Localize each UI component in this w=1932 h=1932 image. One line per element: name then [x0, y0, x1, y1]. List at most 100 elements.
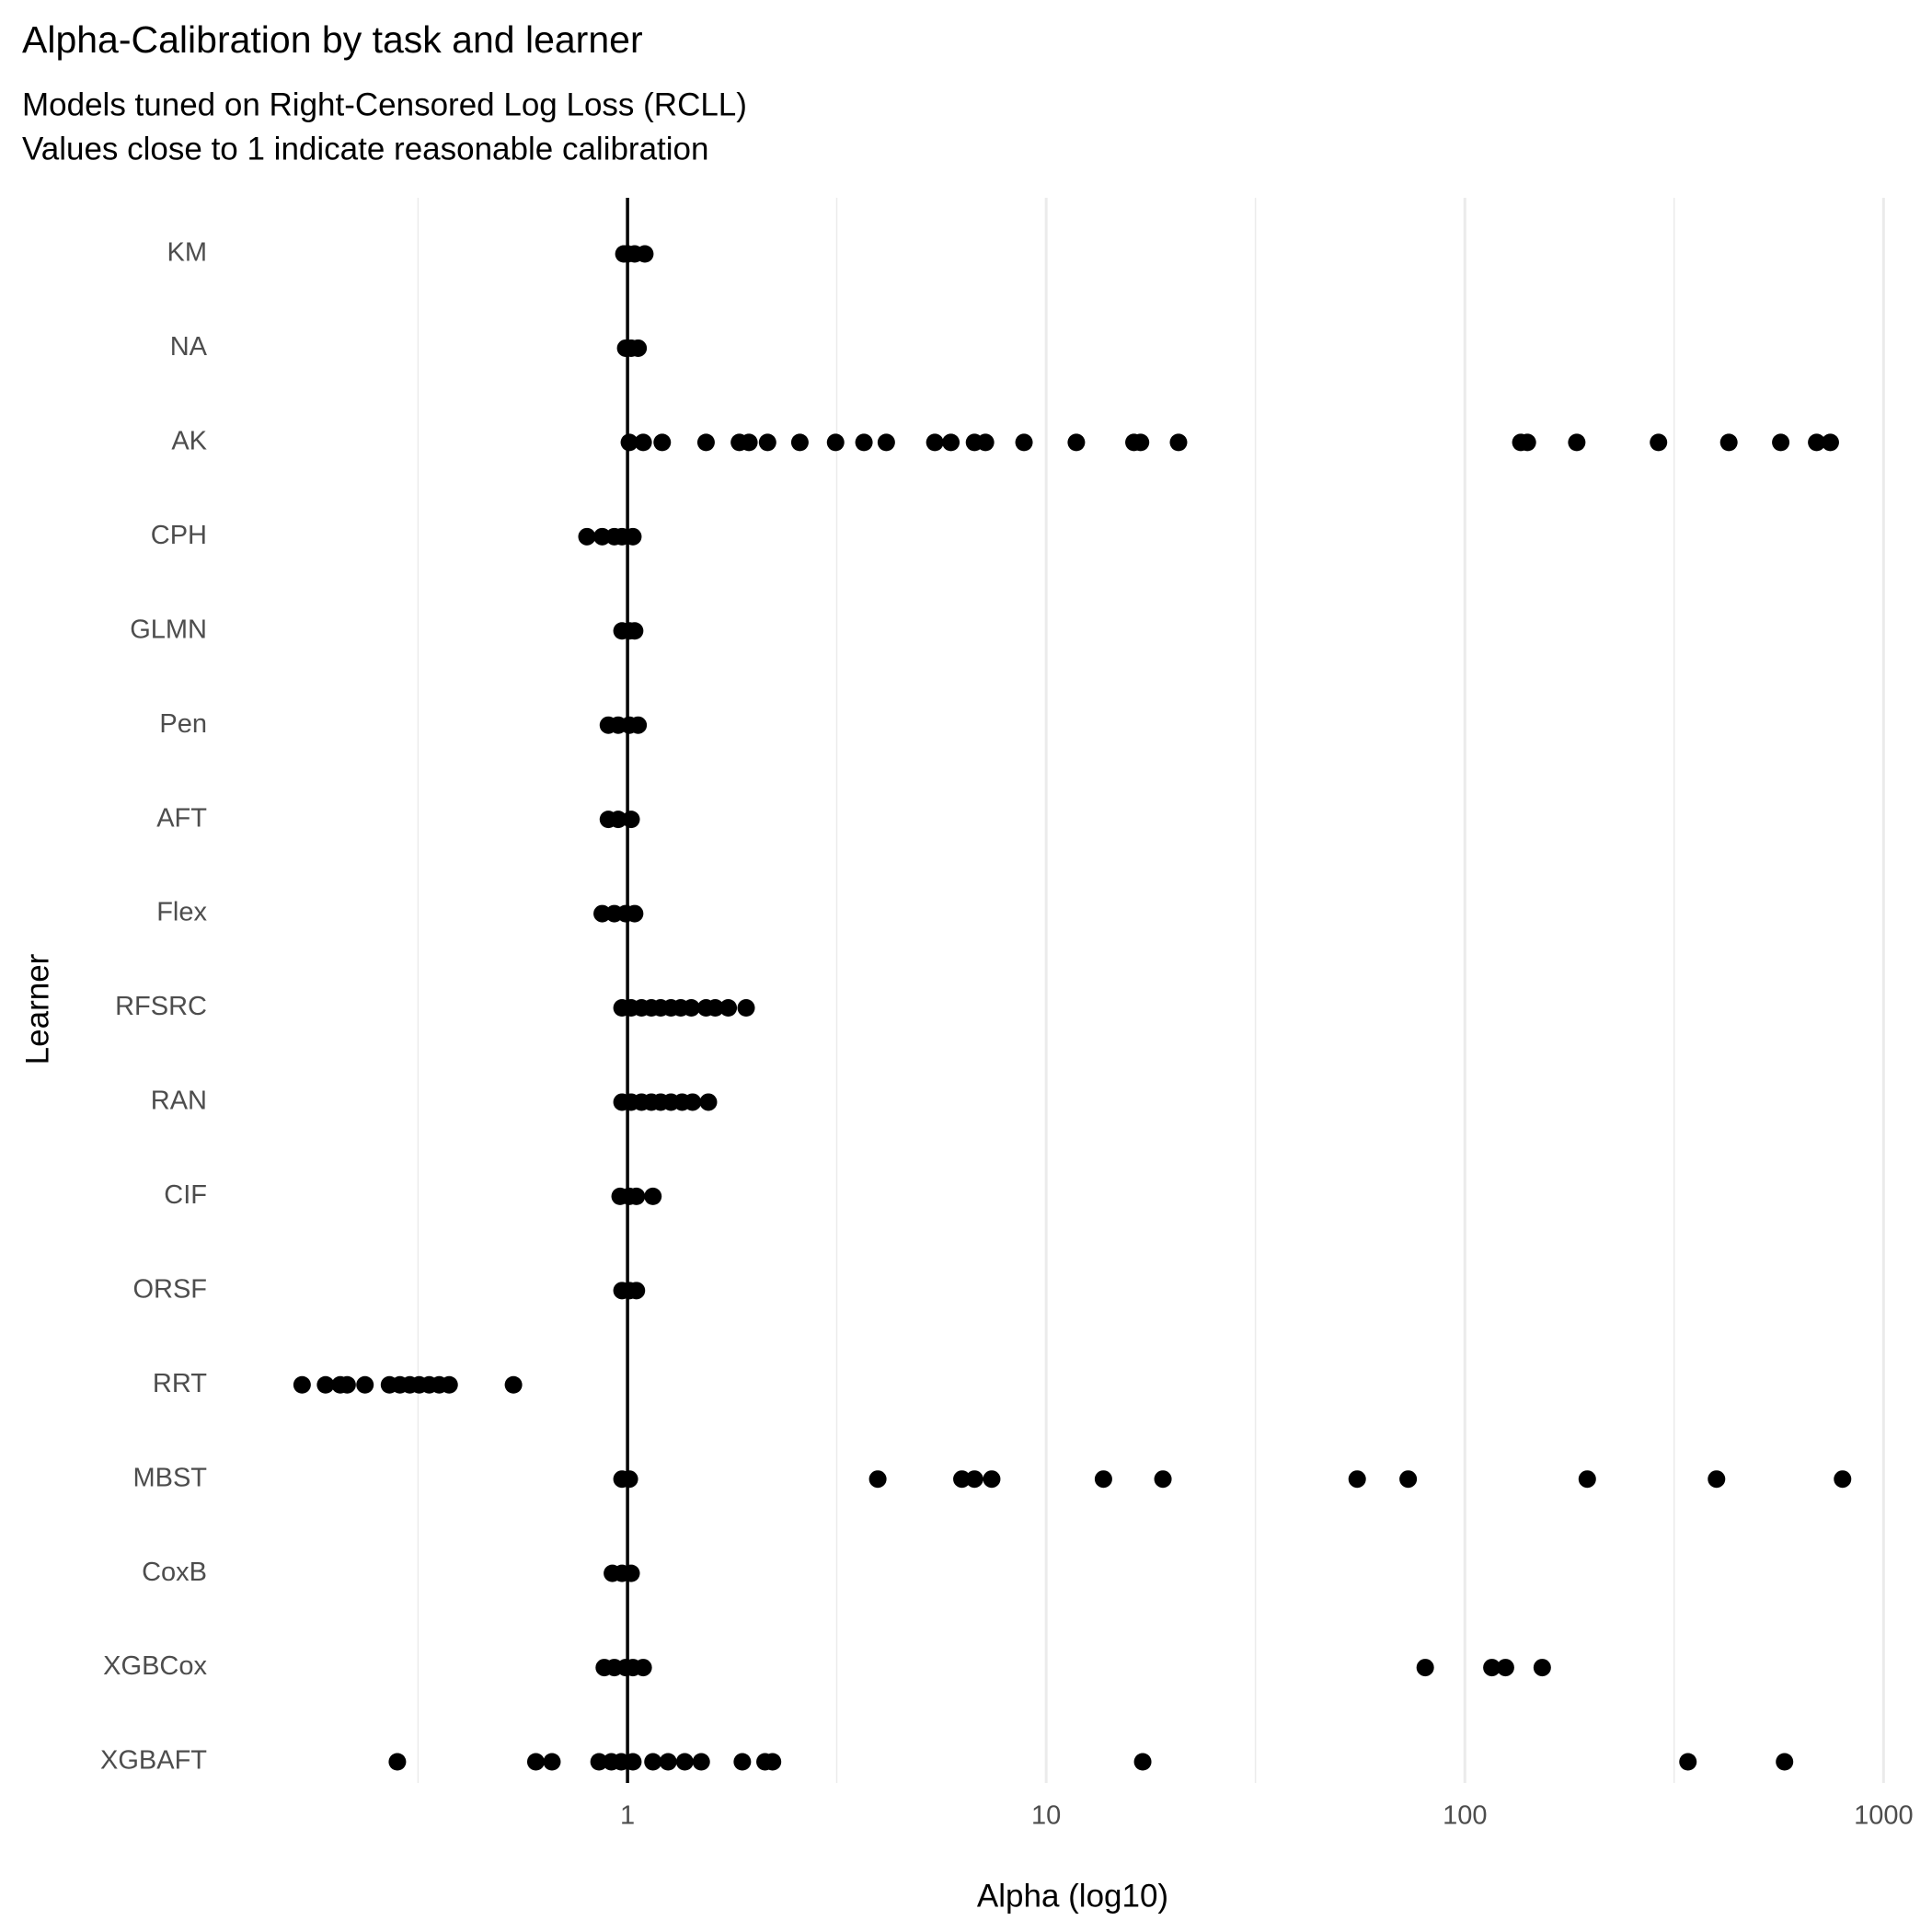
point [653, 433, 672, 452]
point [976, 433, 995, 452]
point [624, 527, 642, 546]
point [1132, 433, 1150, 452]
point [1399, 1470, 1418, 1489]
point [1533, 1659, 1551, 1677]
point [316, 1375, 335, 1394]
point [388, 1753, 407, 1771]
y-tick-label: RFSRC [115, 992, 207, 1021]
marks: KM NA AK CPH GLMN Pen AFT Flex RFSRC RAN CIF ORSF RR… [100, 238, 1852, 1776]
chart-title: Alpha-Calibration by task and learner [22, 18, 643, 61]
point [965, 1470, 983, 1489]
point [790, 433, 809, 452]
point [826, 433, 845, 452]
point [543, 1753, 561, 1771]
point [692, 1753, 710, 1771]
y-tick-label: NA [170, 332, 208, 362]
point [1772, 433, 1790, 452]
y-tick-label: CIF [164, 1180, 207, 1210]
y-tick-label: ORSF [132, 1274, 207, 1304]
point [1094, 1470, 1112, 1489]
point [1821, 433, 1839, 452]
chart-subtitle: Models tuned on Right-Censored Log Loss … [22, 86, 747, 122]
point [659, 1753, 677, 1771]
point [1067, 433, 1086, 452]
point [644, 1187, 662, 1205]
point [644, 1753, 662, 1771]
x-tick-label: 1 [620, 1801, 635, 1831]
point [627, 1187, 646, 1205]
y-axis-title: Learner [19, 953, 55, 1064]
point [868, 1470, 887, 1489]
x-tick-label: 100 [1443, 1801, 1487, 1831]
x-axis-title: Alpha (log10) [977, 1878, 1168, 1914]
point [629, 339, 648, 357]
point [740, 433, 758, 452]
point [877, 433, 895, 452]
point [593, 527, 612, 546]
point [855, 433, 873, 452]
point [696, 433, 715, 452]
y-tick-label: MBST [132, 1463, 207, 1492]
y-tick-label: CoxB [142, 1558, 207, 1587]
y-tick-label: KM [167, 238, 208, 268]
point [733, 1753, 752, 1771]
point [609, 811, 627, 829]
y-tick-label: XGBAFT [100, 1746, 207, 1776]
point [627, 1282, 646, 1300]
point [624, 1753, 642, 1771]
point [338, 1375, 356, 1394]
point [356, 1375, 374, 1394]
point [926, 433, 944, 452]
point [737, 999, 755, 1017]
grid: 1 10 100 1000 [417, 198, 1914, 1831]
y-tick-label: XGBCox [103, 1651, 207, 1681]
point [1348, 1470, 1366, 1489]
y-tick-label: AK [171, 427, 207, 456]
point [1808, 433, 1826, 452]
y-tick-label: GLMN [130, 615, 207, 644]
point [764, 1753, 782, 1771]
point [1679, 1753, 1697, 1771]
point [622, 811, 640, 829]
point [578, 527, 596, 546]
point [758, 433, 776, 452]
point [620, 433, 638, 452]
point [1776, 1753, 1794, 1771]
point [682, 999, 700, 1017]
point [590, 1753, 608, 1771]
point [504, 1375, 523, 1394]
y-tick-label: RRT [153, 1369, 207, 1398]
point [1650, 433, 1668, 452]
point [706, 999, 724, 1017]
point [440, 1375, 458, 1394]
point [634, 433, 652, 452]
point [526, 1753, 545, 1771]
point [1834, 1470, 1852, 1489]
x-tick-label: 10 [1031, 1801, 1061, 1831]
point [1578, 1470, 1596, 1489]
point [1719, 433, 1738, 452]
point [942, 433, 960, 452]
point [622, 1564, 640, 1582]
y-tick-label: AFT [156, 803, 207, 833]
point [1416, 1659, 1434, 1677]
point [1483, 1659, 1501, 1677]
point [626, 622, 644, 640]
point [719, 999, 738, 1017]
chart-subtitle: Values close to 1 indicate reasonable ca… [22, 131, 708, 167]
point [1015, 433, 1033, 452]
point [1154, 1470, 1172, 1489]
x-tick-label: 1000 [1854, 1801, 1914, 1831]
point [626, 904, 644, 923]
point [1133, 1753, 1152, 1771]
point [684, 1093, 702, 1111]
y-tick-label: RAN [151, 1087, 207, 1116]
point [593, 904, 612, 923]
point [1568, 433, 1586, 452]
point [1496, 1659, 1514, 1677]
point [629, 716, 648, 734]
point [983, 1470, 1001, 1489]
point [1169, 433, 1188, 452]
